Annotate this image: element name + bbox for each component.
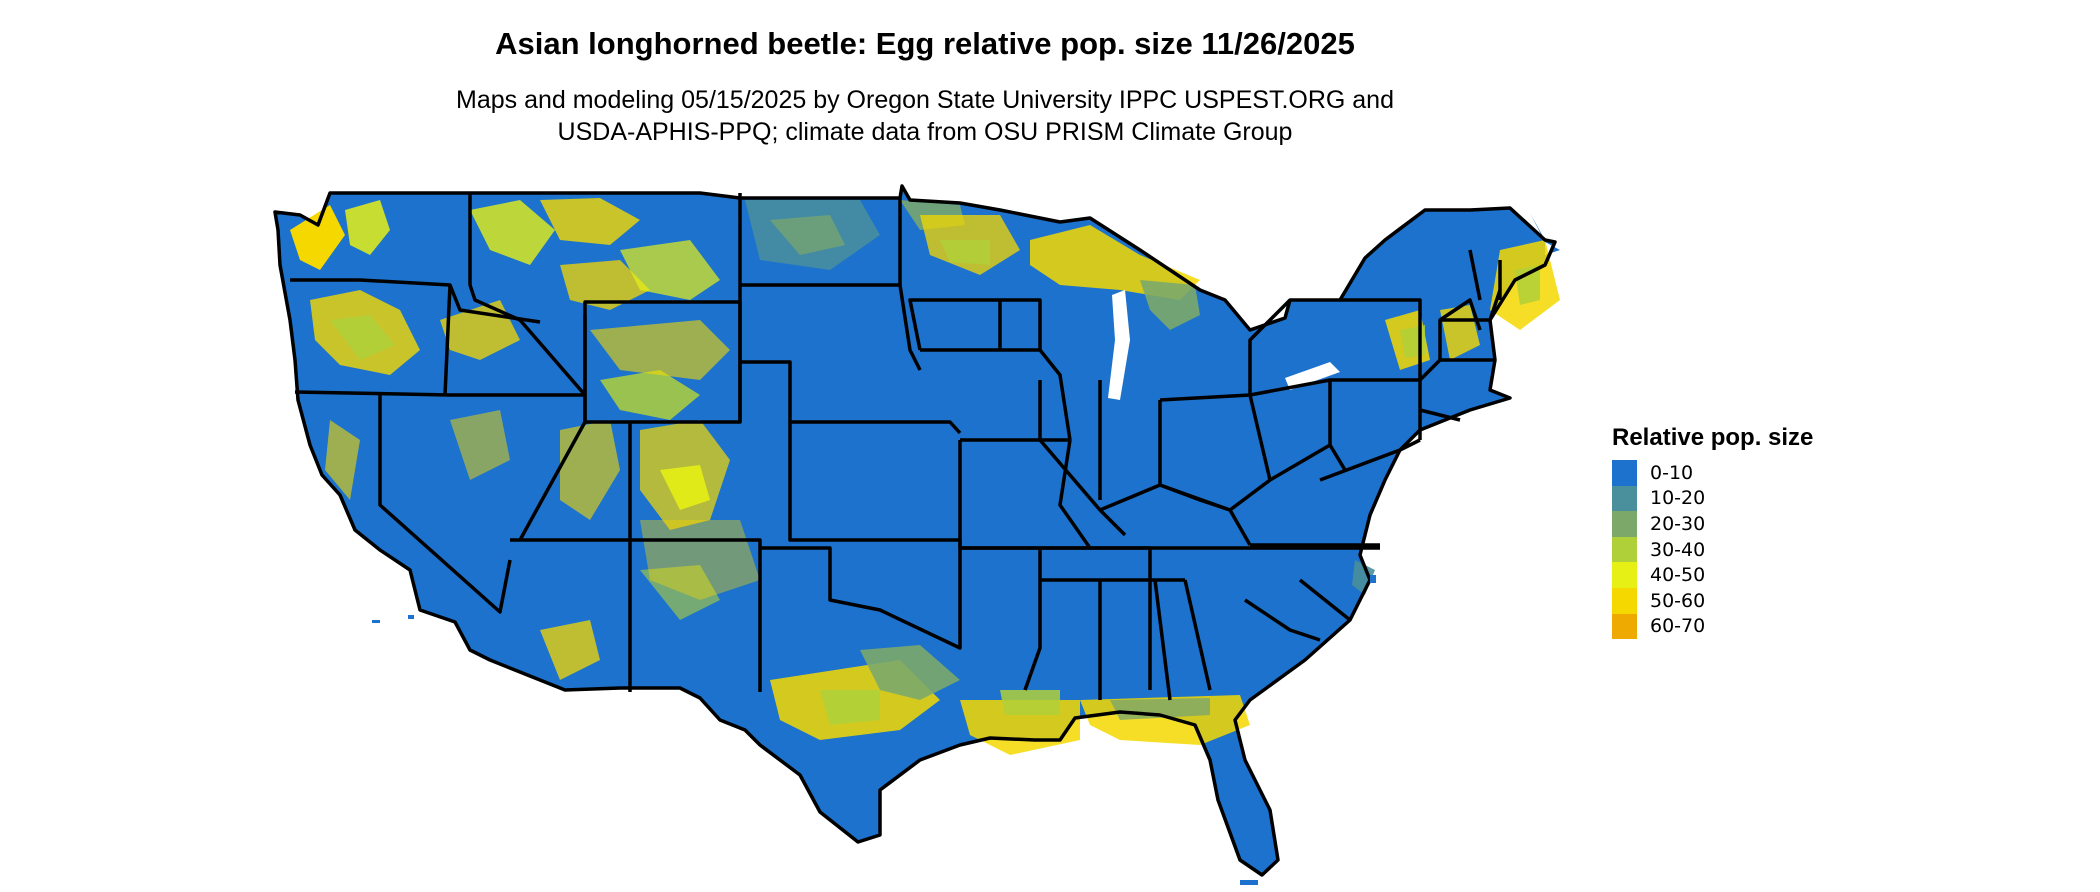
map-title: Asian longhorned beetle: Egg relative po…: [495, 26, 1355, 61]
legend-item: 50-60: [1612, 587, 1813, 614]
legend-label: 30-40: [1650, 538, 1706, 561]
lake-erie: [1285, 362, 1340, 390]
population-overlay: [290, 198, 1560, 755]
legend-label: 0-10: [1650, 461, 1694, 484]
map-subtitle: Maps and modeling 05/15/2025 by Oregon S…: [0, 84, 1850, 148]
legend-label: 40-50: [1650, 564, 1706, 587]
legend-item: 30-40: [1612, 536, 1813, 563]
legend-swatch: [1612, 536, 1637, 563]
legend-label: 60-70: [1650, 615, 1706, 638]
subtitle-line-1: Maps and modeling 05/15/2025 by Oregon S…: [456, 86, 1394, 114]
legend-label: 50-60: [1650, 589, 1706, 612]
lake-michigan: [1108, 290, 1130, 400]
subtitle-line-2: USDA-APHIS-PPQ; climate data from OSU PR…: [557, 118, 1293, 146]
legend-swatch: [1612, 587, 1637, 614]
legend-item: 40-50: [1612, 562, 1813, 588]
legend-swatch: [1612, 562, 1637, 588]
legend-item: 0-10: [1612, 460, 1813, 486]
legend-item: 60-70: [1612, 613, 1813, 640]
legend-swatch: [1612, 613, 1637, 640]
legend-item: 20-30: [1612, 511, 1813, 537]
legend: Relative pop. size 0-10 10-20 20-30 30-4…: [1612, 424, 1814, 640]
legend-items: 0-10 10-20 20-30 30-40 40-50 50-60 60-70: [1612, 460, 1813, 640]
legend-swatch: [1612, 485, 1637, 512]
legend-title: Relative pop. size: [1612, 424, 1814, 451]
legend-swatch: [1612, 511, 1637, 537]
legend-swatch: [1612, 460, 1637, 486]
legend-item: 10-20: [1612, 485, 1813, 512]
legend-label: 20-30: [1650, 512, 1706, 535]
legend-label: 10-20: [1650, 487, 1706, 510]
coastal-islands: [372, 575, 1376, 885]
state-borders: [273, 184, 1557, 877]
